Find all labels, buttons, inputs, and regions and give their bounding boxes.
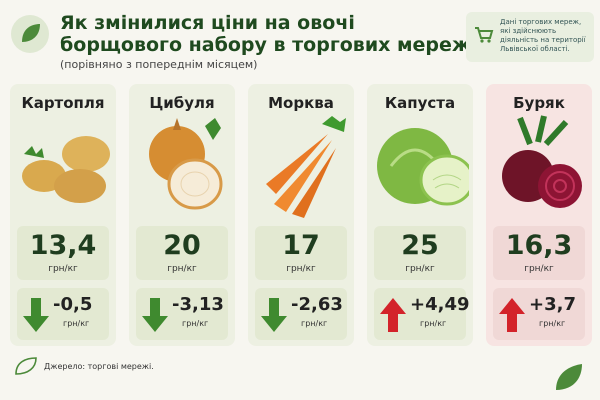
change-arrow <box>499 298 525 336</box>
change-unit: грн/кг <box>301 319 328 328</box>
change-arrow <box>142 298 168 336</box>
vegetable-image <box>371 114 475 228</box>
price-unit: грн/кг <box>405 264 435 274</box>
price-box: 20 грн/кг <box>136 226 228 280</box>
change-unit: грн/кг <box>539 319 566 328</box>
vegetable-name: Цибуля <box>149 94 215 112</box>
change: -0,5 <box>53 294 93 315</box>
vegetable-image <box>14 114 112 228</box>
change-box: -2,63 грн/кг <box>255 288 347 340</box>
change-arrow <box>380 298 406 336</box>
vegetable-name: Морква <box>268 94 334 112</box>
price: 17 <box>282 230 320 261</box>
change-box: -3,13 грн/кг <box>136 288 228 340</box>
card: Капуста 25 грн/кг +4,49 грн/кг <box>367 84 475 346</box>
vegetable-image <box>252 114 350 228</box>
change-unit: грн/кг <box>63 319 90 328</box>
price-box: 25 грн/кг <box>374 226 466 280</box>
change-arrow <box>261 298 287 336</box>
change: -2,63 <box>291 294 343 315</box>
change: +3,7 <box>529 294 576 315</box>
title-line: Як змінилися ціни на овочі <box>60 12 355 34</box>
change-box: +4,49 грн/кг <box>374 288 470 340</box>
vegetable-image <box>490 114 588 228</box>
source: Джерело: торгові мережі. <box>44 362 154 371</box>
card: Морква 17 грн/кг -2,63 грн/кг <box>248 84 354 346</box>
card: Картопля 13,4 грн/кг -0,5 грн/кг <box>10 84 116 346</box>
price-unit: грн/кг <box>48 264 78 274</box>
subtitle: (порівняно з попереднім місяцем) <box>60 58 258 71</box>
note: Дані торгових мереж, які здійснюють діял… <box>500 18 586 53</box>
change: +4,49 <box>410 294 470 315</box>
change-unit: грн/кг <box>420 319 447 328</box>
change-box: -0,5 грн/кг <box>17 288 109 340</box>
title-line: борщового набору в торгових мережах <box>60 34 496 56</box>
leaf-logo <box>11 15 49 53</box>
price: 20 <box>163 230 201 261</box>
price: 13,4 <box>29 230 97 261</box>
card: Цибуля 20 грн/кг -3,13 грн/кг <box>129 84 235 346</box>
leaf-decor <box>556 364 582 390</box>
card: Буряк 16,3 грн/кг +3,7 грн/кг <box>486 84 592 346</box>
price-box: 17 грн/кг <box>255 226 347 280</box>
vegetable-name: Капуста <box>384 94 456 112</box>
change: -3,13 <box>172 294 224 315</box>
change-arrow <box>23 298 49 336</box>
change-unit: грн/кг <box>182 319 209 328</box>
leaf-icon <box>15 357 37 375</box>
price-box: 16,3 грн/кг <box>493 226 585 280</box>
price-unit: грн/кг <box>167 264 197 274</box>
price: 16,3 <box>505 230 573 261</box>
price-box: 13,4 грн/кг <box>17 226 109 280</box>
cart-icon <box>475 27 494 43</box>
price-unit: грн/кг <box>524 264 554 274</box>
vegetable-name: Буряк <box>513 94 565 112</box>
price-unit: грн/кг <box>286 264 316 274</box>
price: 25 <box>401 230 439 261</box>
vegetable-image <box>133 114 231 228</box>
vegetable-name: Картопля <box>21 94 105 112</box>
change-box: +3,7 грн/кг <box>493 288 585 340</box>
